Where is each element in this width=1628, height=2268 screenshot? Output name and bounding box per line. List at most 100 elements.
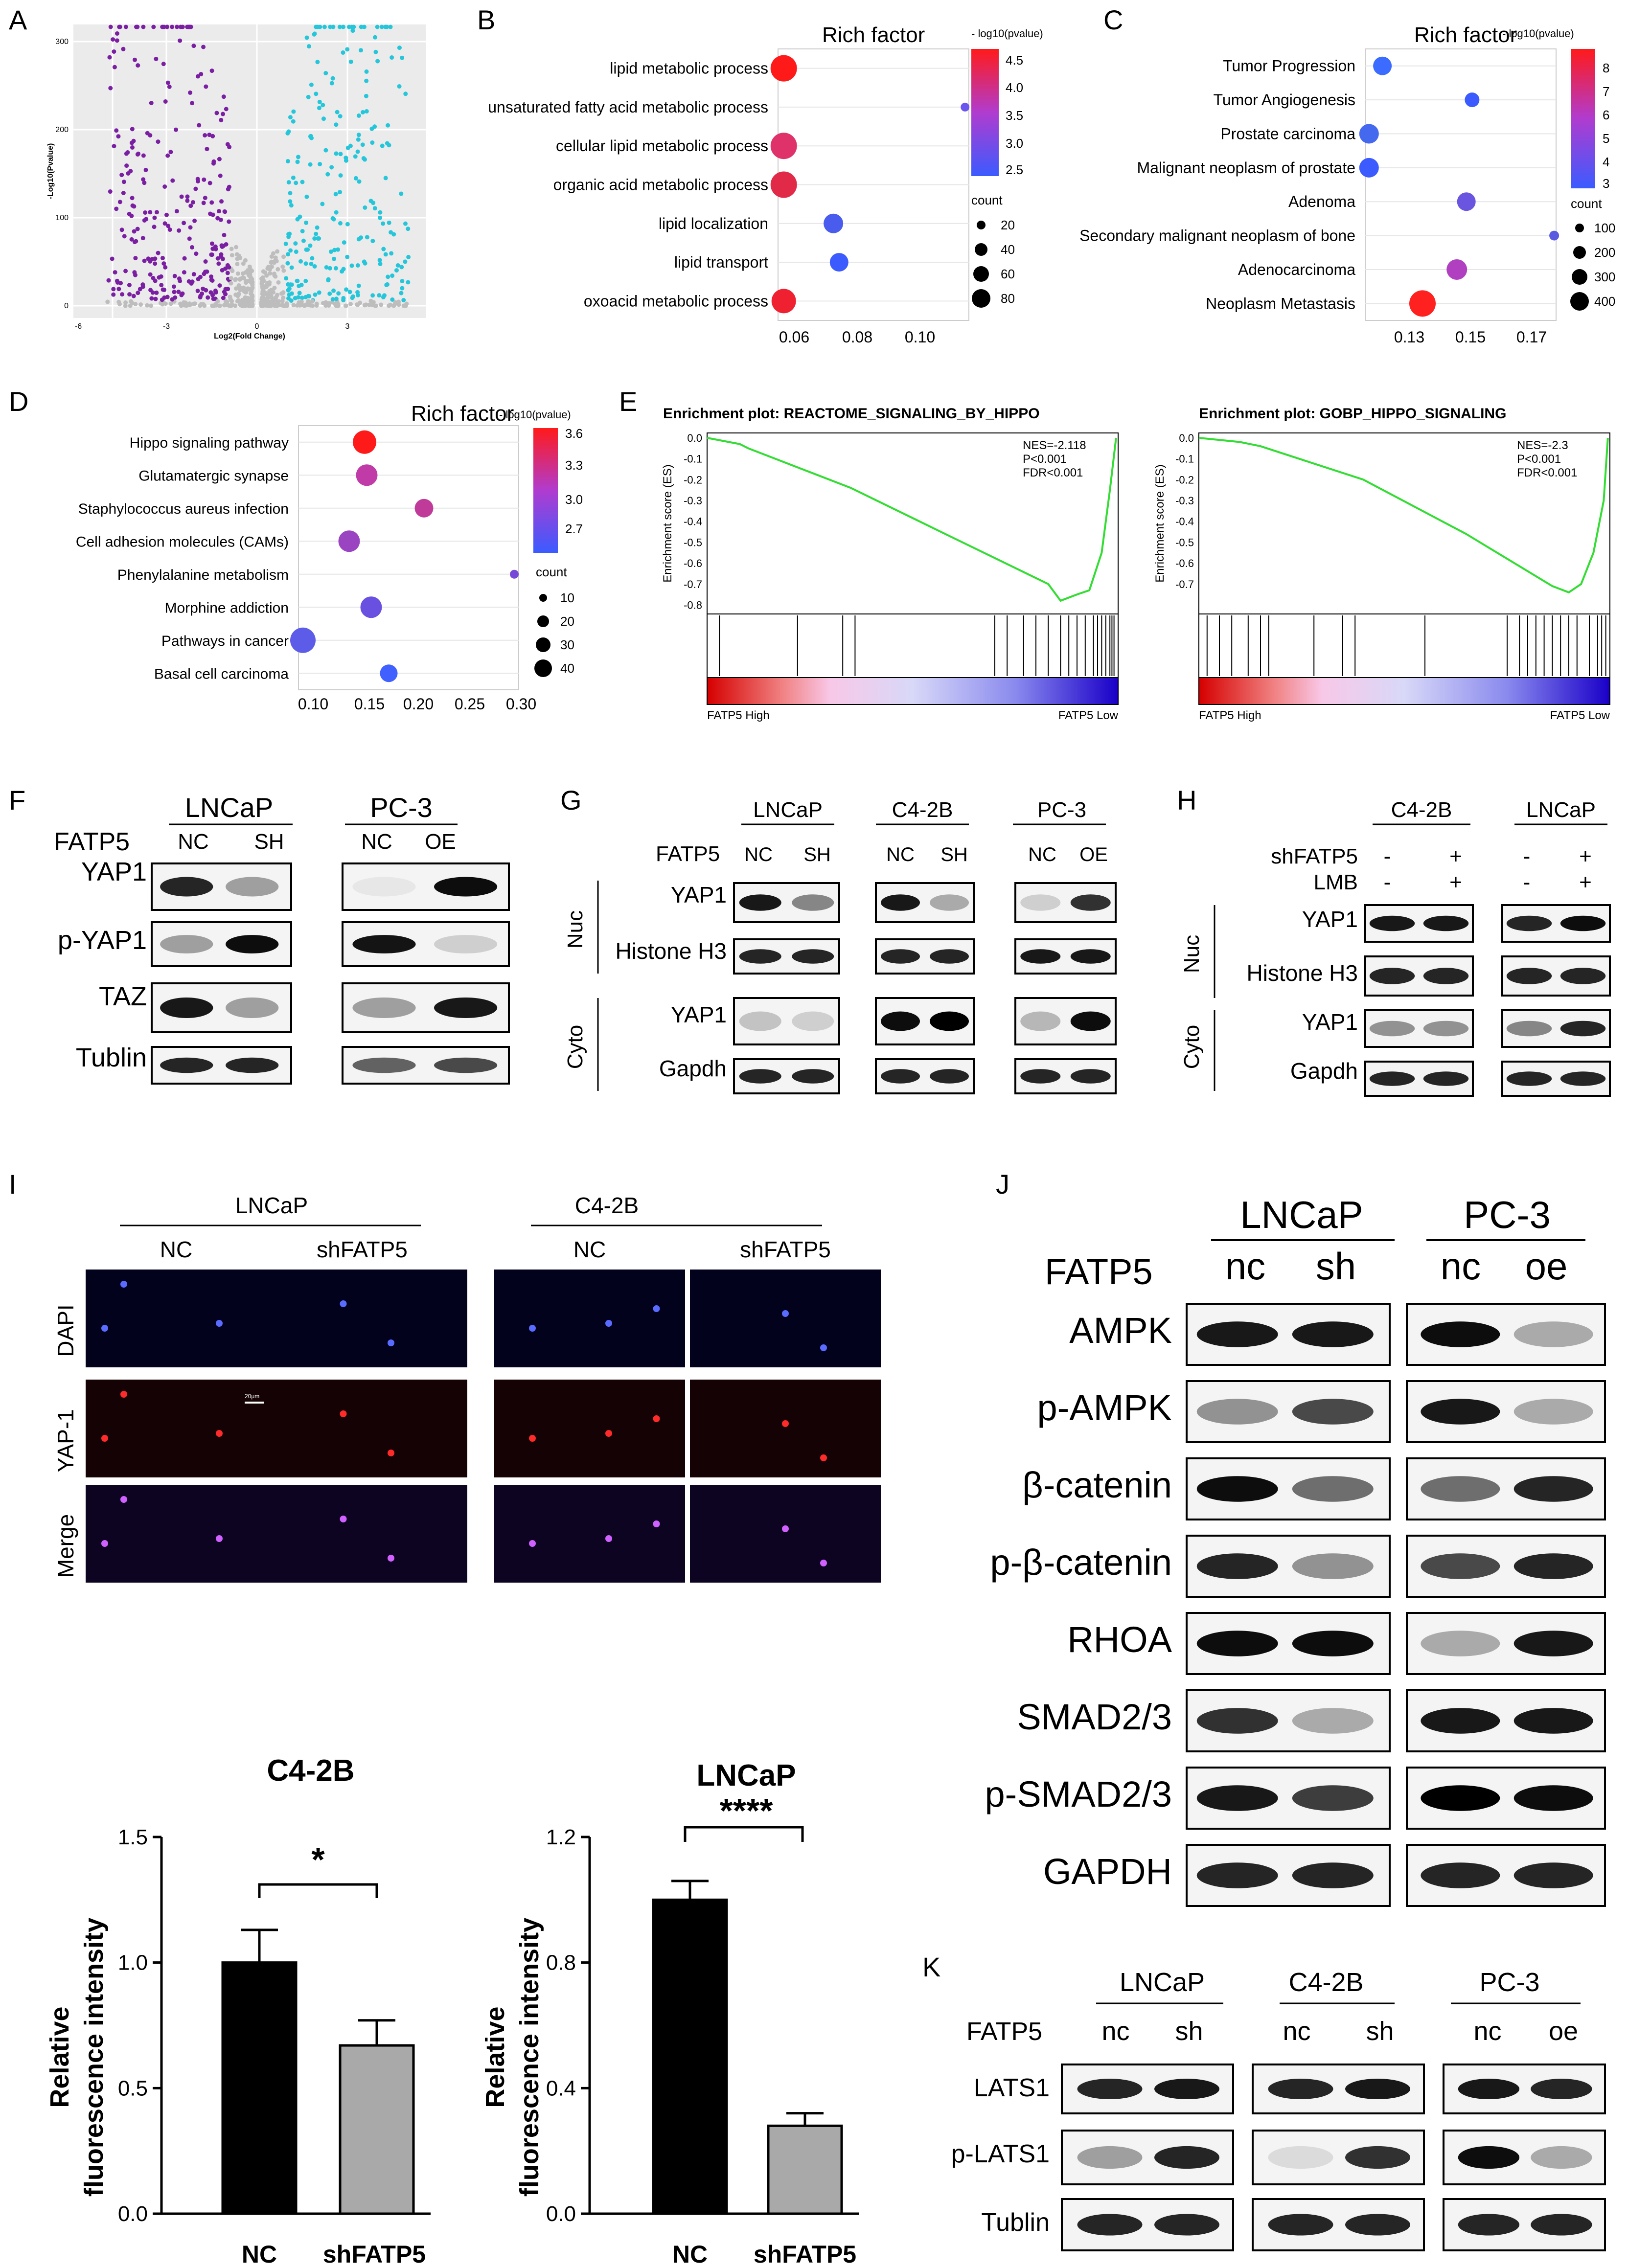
lane-label: nc: [1101, 2017, 1129, 2046]
volcano-point: [383, 24, 388, 29]
bar-category-label: shFATP5: [754, 2241, 856, 2268]
gsea-ytick: -0.4: [1175, 516, 1194, 528]
protein-band: [1345, 2214, 1410, 2236]
gsea-ytick: -0.7: [684, 578, 702, 590]
cell-line-label: C4-2B: [892, 798, 953, 822]
volcano-point: [209, 200, 214, 205]
volcano-point: [304, 35, 309, 40]
protein-band: [1196, 1631, 1278, 1656]
volcano-point: [338, 173, 343, 178]
protein-label: TAZ: [99, 982, 147, 1011]
volcano-point: [355, 302, 360, 307]
protein-band: [930, 1069, 969, 1084]
volcano-point: [233, 303, 238, 308]
protein-band: [1020, 1011, 1061, 1031]
cell-line-label: PC-3: [1464, 1193, 1551, 1236]
volcano-point: [286, 180, 291, 185]
volcano-point: [387, 220, 391, 225]
cell-nucleus: [529, 1435, 536, 1442]
protein-band: [1560, 1071, 1606, 1086]
volcano-point: [190, 101, 195, 106]
row-header: FATP5: [54, 828, 130, 856]
term-label: Malignant neoplasm of prostate: [1137, 159, 1355, 177]
protein-label: RHOA: [1067, 1619, 1172, 1660]
volcano-point: [223, 266, 228, 271]
protein-band: [1196, 1862, 1278, 1888]
blot-strip: [1501, 904, 1611, 943]
dot-plot-d: Rich factor Hippo signaling pathway Gluta…: [76, 402, 583, 713]
volcano-point: [356, 237, 361, 242]
volcano-point: [133, 57, 138, 62]
protein-band: [1292, 1631, 1374, 1656]
volcano-point: [271, 290, 275, 295]
volcano-point: [203, 259, 208, 264]
volcano-point: [135, 24, 140, 29]
blot-f: LNCaP PC-3 FATP5 NC SH NC OE YAP1 p-YAP1…: [54, 792, 510, 1085]
volcano-point: [356, 283, 361, 288]
volcano-point: [364, 302, 368, 307]
volcano-point: [196, 276, 201, 281]
cell-nucleus: [782, 1420, 789, 1427]
blot-strip: [1252, 2064, 1425, 2114]
protein-band: [930, 894, 969, 911]
volcano-point: [153, 296, 158, 301]
if-image-tile: [276, 1270, 467, 1367]
blot-strip: [1364, 904, 1474, 943]
term-label: Hippo signaling pathway: [130, 435, 289, 451]
protein-band: [1513, 1862, 1593, 1888]
volcano-point: [217, 157, 222, 161]
cell-line-label: LNCaP: [1120, 1968, 1205, 1997]
volcano-ytick: 200: [55, 126, 69, 134]
size-legend-dot: [1570, 292, 1589, 311]
volcano-point: [115, 38, 119, 43]
volcano-point: [406, 227, 411, 231]
volcano-point: [122, 234, 127, 239]
volcano-point: [250, 294, 254, 299]
volcano-point: [202, 177, 206, 182]
blot-strip: [875, 1058, 975, 1094]
volcano-point: [348, 301, 353, 306]
volcano-point: [194, 251, 199, 256]
volcano-point: [301, 238, 306, 243]
cell-nucleus: [605, 1430, 612, 1437]
volcano-point: [322, 24, 327, 29]
volcano-point: [201, 201, 206, 205]
dot-plot-b: Rich factor lipid metabolic process unsat…: [488, 23, 1043, 346]
gsea-ytick: -0.6: [684, 557, 702, 569]
volcano-point: [214, 111, 219, 115]
blot-strip: [1061, 2130, 1234, 2185]
protein-band: [1560, 968, 1606, 984]
volcano-point: [305, 247, 310, 252]
fraction-label: Cyto: [563, 1025, 587, 1069]
volcano-point: [212, 303, 217, 308]
blot-strip: [1406, 1457, 1606, 1520]
volcano-point: [285, 261, 290, 266]
bar-chart-ylabel: fluorescence intensity: [515, 1918, 544, 2197]
volcano-point: [221, 94, 226, 99]
protein-label: p-LATS1: [951, 2140, 1050, 2168]
volcano-point: [153, 261, 158, 266]
volcano-point: [118, 281, 123, 286]
gsea-stat: P<0.001: [1517, 453, 1561, 466]
enrichment-dot: [829, 253, 848, 272]
volcano-point: [281, 254, 286, 259]
volcano-point: [210, 212, 215, 217]
protein-band: [1421, 1476, 1500, 1502]
volcano-ylabel: -Log10(Pvalue): [46, 143, 55, 200]
volcano-point: [243, 270, 248, 275]
volcano-point: [201, 45, 206, 49]
volcano-point: [314, 231, 319, 236]
protein-band: [1560, 915, 1606, 931]
volcano-point: [377, 293, 382, 298]
blot-strip: [1186, 1303, 1391, 1366]
protein-band: [434, 1057, 498, 1073]
protein-band: [1506, 968, 1552, 984]
lane-label: NC: [178, 830, 209, 854]
volcano-point: [179, 194, 184, 199]
blot-strip: [733, 882, 840, 923]
volcano-point: [288, 248, 293, 253]
blot-strip: [151, 862, 292, 911]
volcano-point: [315, 225, 320, 230]
term-label: lipid metabolic process: [610, 60, 768, 77]
volcano-point: [235, 256, 240, 261]
